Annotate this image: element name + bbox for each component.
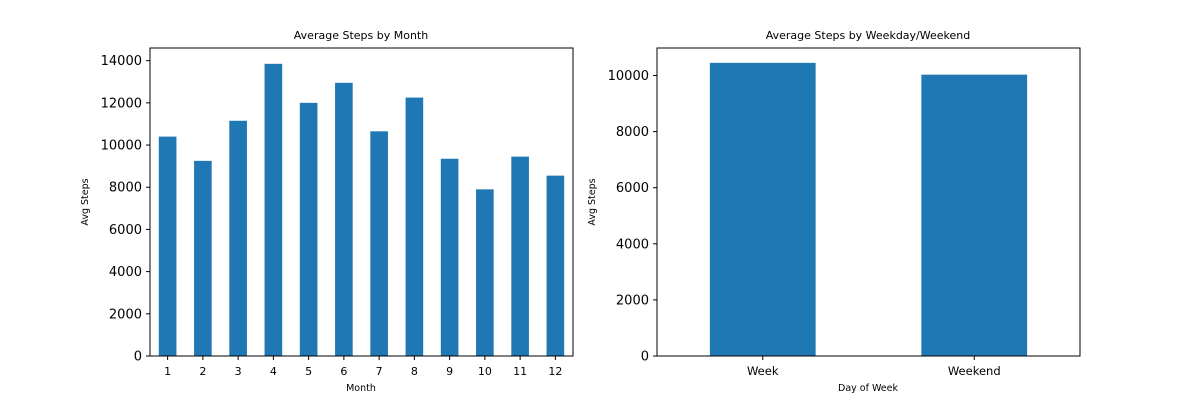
bar-2 bbox=[194, 160, 212, 356]
x-tick-label: 1 bbox=[164, 365, 171, 378]
y-tick-label: 2000 bbox=[616, 293, 649, 308]
x-tick-label: 9 bbox=[446, 365, 453, 378]
bars-group bbox=[709, 62, 1028, 357]
y-tick-label: 14000 bbox=[101, 54, 142, 69]
plot-frame bbox=[656, 47, 1081, 357]
y-axis-label: Avg Steps bbox=[587, 178, 598, 225]
y-tick-label: 2000 bbox=[109, 307, 142, 322]
bar-week bbox=[709, 62, 816, 357]
x-axis-label: Day of Week bbox=[838, 383, 898, 394]
y-tick-label: 6000 bbox=[109, 223, 142, 238]
x-axis-ticks: Week Weekend bbox=[747, 356, 1001, 378]
x-tick-label: 7 bbox=[376, 365, 383, 378]
x-tick-label: 6 bbox=[340, 365, 347, 378]
bar-12 bbox=[546, 175, 565, 356]
y-axis-ticks: 0 2000 4000 6000 8000 10000 bbox=[608, 69, 657, 365]
x-tick-label: 12 bbox=[548, 365, 562, 378]
y-tick-label: 8000 bbox=[616, 125, 649, 140]
y-tick-label: 10000 bbox=[608, 69, 649, 84]
x-tick-label: 10 bbox=[478, 365, 492, 378]
x-tick-label: 3 bbox=[235, 365, 242, 378]
x-tick-label: 5 bbox=[305, 365, 312, 378]
x-tick-label: Weekend bbox=[948, 364, 1001, 378]
x-tick-label: 4 bbox=[270, 365, 277, 378]
bar-3 bbox=[229, 120, 247, 356]
y-tick-label: 12000 bbox=[101, 96, 142, 111]
y-tick-label: 8000 bbox=[109, 181, 142, 196]
y-tick-label: 4000 bbox=[109, 265, 142, 280]
y-tick-label: 6000 bbox=[616, 181, 649, 196]
plot-frame bbox=[149, 47, 574, 357]
x-axis-ticks: 1 2 3 4 5 6 7 8 9 10 11 12 bbox=[164, 356, 562, 378]
bar-11 bbox=[511, 156, 529, 356]
x-tick-label: 8 bbox=[411, 365, 418, 378]
chart-monthly: Average Steps by Month 0 2000 4000 6000 8000… bbox=[80, 29, 574, 394]
bar-8 bbox=[405, 97, 424, 356]
chart-title: Average Steps by Weekday/Weekend bbox=[766, 29, 970, 42]
chart-weekday-weekend: Average Steps by Weekday/Weekend 0 2000 40… bbox=[587, 29, 1081, 394]
x-tick-label: Week bbox=[747, 364, 779, 378]
x-axis-label: Month bbox=[346, 383, 376, 394]
bar-7 bbox=[370, 131, 388, 356]
y-axis-label: Avg Steps bbox=[80, 178, 91, 225]
y-tick-label: 10000 bbox=[101, 139, 142, 154]
bar-6 bbox=[335, 82, 353, 356]
bar-1 bbox=[158, 136, 177, 356]
x-tick-label: 11 bbox=[513, 365, 527, 378]
bar-10 bbox=[476, 189, 494, 356]
bar-4 bbox=[264, 63, 283, 356]
x-tick-label: 2 bbox=[199, 365, 206, 378]
bar-9 bbox=[440, 158, 459, 356]
y-axis-ticks: 0 2000 4000 6000 8000 10000 12000 14000 bbox=[101, 54, 150, 365]
bars-group bbox=[158, 63, 565, 356]
bar-weekend bbox=[921, 74, 1028, 357]
y-tick-label: 4000 bbox=[616, 237, 649, 252]
bar-5 bbox=[299, 102, 318, 356]
y-tick-label: 0 bbox=[134, 350, 142, 365]
chart-title: Average Steps by Month bbox=[294, 29, 428, 42]
y-tick-label: 0 bbox=[641, 350, 649, 365]
